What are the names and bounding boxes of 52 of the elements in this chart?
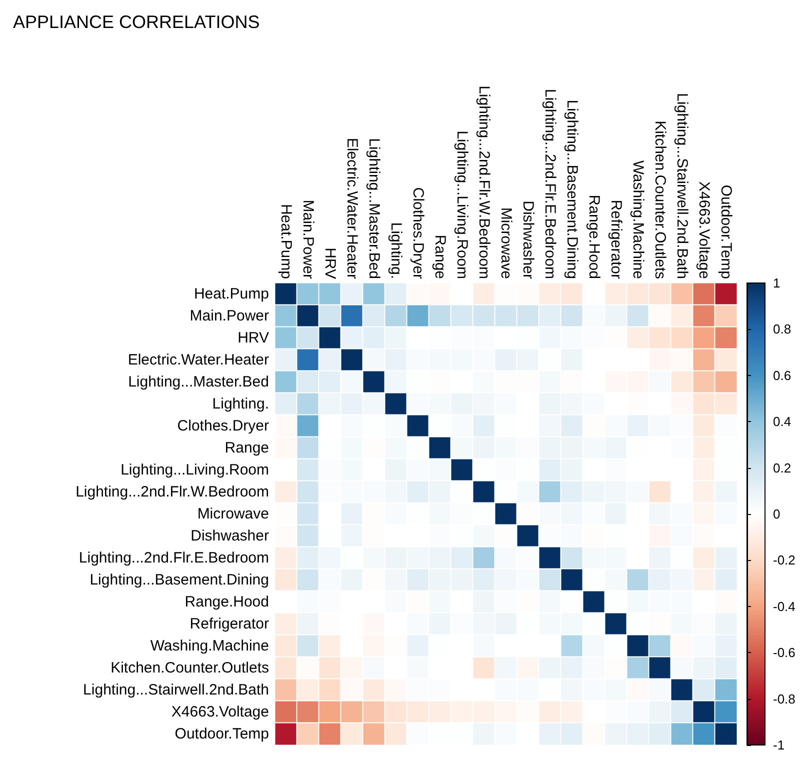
y-tick-label: HRV	[238, 330, 269, 346]
y-tick-label: Lighting...2nd.Flr.W.Bedroom	[76, 484, 269, 500]
color-bar-label: -0.8	[773, 691, 796, 706]
x-tick-label: Dishwasher	[520, 200, 536, 279]
color-bar-label: 0.8	[773, 322, 792, 337]
x-tick-label: Clothes.Dryer	[410, 187, 426, 279]
color-bar-label: -0.4	[773, 598, 796, 614]
x-tick-label: Lighting...2nd.Flr.E.Bedroom	[542, 88, 558, 279]
color-bar-label: 1	[773, 276, 780, 290]
x-tick-label: Outdoor.Temp	[718, 184, 734, 279]
y-tick-label: Heat.Pump	[194, 286, 269, 302]
y-tick-label: Lighting...2nd.Flr.E.Bedroom	[78, 550, 269, 566]
y-tick-label: Outdoor.Temp	[174, 726, 269, 742]
y-tick-label: Kitchen.Counter.Outlets	[110, 660, 269, 676]
x-tick-label: Range	[432, 234, 448, 279]
x-tick-label: Lighting.	[388, 222, 404, 279]
y-tick-label: Range	[224, 440, 269, 456]
y-tick-label: Refrigerator	[190, 616, 269, 632]
x-tick-label: Refrigerator	[608, 200, 624, 279]
color-bar-label: 0.2	[773, 460, 792, 476]
y-tick-label: Lighting...Living.Room	[120, 462, 269, 478]
x-tick-label: Washing.Machine	[630, 160, 646, 279]
y-tick-label: Range.Hood	[184, 594, 269, 610]
y-tick-label: Clothes.Dryer	[177, 418, 269, 434]
color-bar-label: 0.6	[773, 368, 792, 383]
y-tick-label: Dishwasher	[190, 528, 269, 544]
x-tick-label: Lighting...Living.Room	[454, 130, 470, 279]
color-bar-label: 0.4	[773, 414, 792, 430]
y-tick-label: Electric.Water.Heater	[128, 352, 269, 368]
x-tick-label: X4663.Voltage	[696, 181, 712, 279]
x-tick-label: HRV	[322, 248, 338, 279]
x-tick-label: Range.Hood	[586, 194, 602, 279]
color-bar-label: -0.2	[773, 552, 796, 568]
y-tick-label: Main.Power	[190, 308, 269, 324]
x-tick-label: Lighting...Master.Bed	[366, 138, 382, 279]
x-tick-label: Microwave	[498, 207, 514, 279]
color-bar-label: 0	[773, 506, 780, 522]
y-tick-label: Lighting...Master.Bed	[128, 374, 269, 390]
chart-title: APPLIANCE CORRELATIONS	[13, 12, 260, 32]
x-tick-label: Lighting...2nd.Flr.W.Bedroom	[476, 86, 492, 279]
y-tick-label: X4663.Voltage	[171, 704, 269, 720]
y-tick-label: Washing.Machine	[150, 638, 269, 654]
y-tick-label: Lighting.	[212, 396, 269, 412]
y-tick-label: Lighting...Basement.Dining	[90, 572, 269, 588]
x-tick-label: Kitchen.Counter.Outlets	[652, 120, 668, 279]
y-tick-label: Lighting...Stairwell.2nd.Bath	[83, 682, 269, 698]
x-tick-label: Electric.Water.Heater	[344, 138, 360, 279]
x-tick-label: Lighting...Basement.Dining	[564, 100, 580, 279]
x-tick-label: Lighting...Stairwell.2nd.Bath	[674, 93, 690, 279]
color-bar-label: -0.6	[773, 645, 796, 660]
y-tick-label: Microwave	[197, 506, 269, 522]
color-bar-label: -1	[773, 738, 785, 752]
